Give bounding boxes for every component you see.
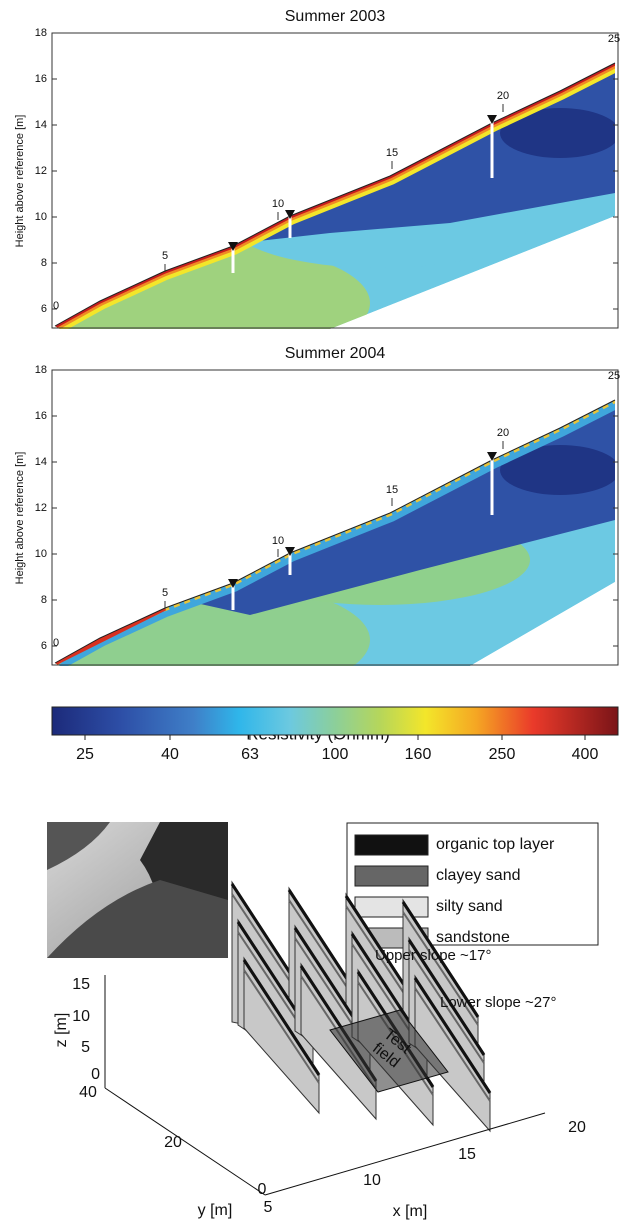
borehole-marker [285,547,295,556]
colorbar [51,706,619,736]
borehole-marker [228,242,238,251]
electrode-label: 5 [162,250,168,262]
slice-top-layer [413,977,492,1094]
y-tick-label: 10 [35,548,47,560]
borehole-marker [487,452,497,461]
y-tick-label: 6 [41,303,47,315]
electrode-label: 5 [162,587,168,599]
y-tick-label: 16 [35,73,47,85]
electrode-label: 10 [272,535,284,547]
legend-label: clayey sand [436,867,521,884]
y-axis-label: y [m] [198,1202,233,1219]
panel-title: Summer 2003 [285,8,386,25]
x-tick-label: 15 [458,1146,476,1163]
electrode-label: 20 [497,90,509,102]
x-tick-label: 20 [568,1119,586,1136]
y-tick-label: 12 [35,502,47,514]
y-tick-label: 0 [258,1181,267,1198]
z-tick-label: 15 [72,976,90,993]
legend-label: silty sand [436,898,503,915]
annotation: Upper slope ~17° [375,947,492,964]
z-tick-label: 10 [72,1008,90,1025]
borehole-marker [285,210,295,219]
photo [47,822,228,958]
y-tick-label: 16 [35,410,47,422]
resistivity-field [55,400,615,666]
slice-top-layer [242,959,321,1076]
borehole-marker [487,115,497,124]
x-axis-label: x [m] [393,1203,428,1220]
slice-layer [408,949,485,1064]
z-tick-label: 0 [91,1066,100,1083]
y-tick-label: 6 [41,640,47,652]
slice-layer [414,987,491,1102]
electrode-label: 15 [386,484,398,496]
y-tick-label: 8 [41,257,47,269]
slice-top-layer [401,901,480,1018]
resistivity-area [500,108,615,158]
z-tick-label: 5 [81,1039,90,1056]
colorbar-tick-label: 160 [405,746,432,763]
electrode-label: 0 [53,300,59,312]
electrode-label: 20 [497,427,509,439]
plot-frame [51,32,619,329]
resistivity-panel: Summer 2003 Height above reference [m] 18 1… [14,8,620,329]
colorbar-tick-label: 100 [322,746,349,763]
y-tick-label: 12 [35,165,47,177]
colorbar-tick-label: 400 [572,746,599,763]
slice-layer [243,969,320,1084]
electrode-label: 25 [608,370,620,382]
y-tick-label: 8 [41,594,47,606]
electrode-label: 15 [386,147,398,159]
y-axis-label: Height above reference [m] [14,452,26,585]
y-tick-label: 40 [79,1084,97,1101]
axes-3d [104,975,546,1196]
colorbar-tick-label: 25 [76,746,94,763]
surface-band [55,605,167,666]
y-tick-label: 10 [35,211,47,223]
legend-label: sandstone [436,929,510,946]
legend: organic top layer clayey sand silty sand… [346,822,599,949]
test-field [329,1009,449,1093]
y-tick-label: 14 [35,119,47,131]
z-axis-label: z [m] [53,1013,70,1048]
slice-top-layer [407,939,486,1056]
y-tick-label: 14 [35,456,47,468]
y-tick-label: 20 [164,1134,182,1151]
plot-frame [51,369,619,666]
electrode-label: 25 [608,33,620,45]
electrode-label: 10 [272,198,284,210]
resistivity-area [240,63,615,243]
colorbar-tick-label: 40 [161,746,179,763]
electrode-label: 0 [53,637,59,649]
panel-title: Summer 2004 [285,345,386,362]
resistivity-field [55,63,615,329]
x-tick-label: 5 [264,1199,273,1216]
y-axis-label: Height above reference [m] [14,115,26,248]
x-tick-label: 10 [363,1172,381,1189]
slice-layer [402,911,479,1026]
resistivity-panel: Summer 2004 Height above reference [m] 18 1… [14,345,620,666]
y-tick-label: 18 [35,364,47,376]
y-tick-label: 18 [35,27,47,39]
resistivity-area [500,445,615,495]
borehole-marker [228,579,238,588]
legend-label: organic top layer [436,836,555,853]
colorbar-tick-label: 63 [241,746,259,763]
colorbar-tick-label: 250 [489,746,516,763]
annotation: Lower slope ~27° [440,994,557,1011]
